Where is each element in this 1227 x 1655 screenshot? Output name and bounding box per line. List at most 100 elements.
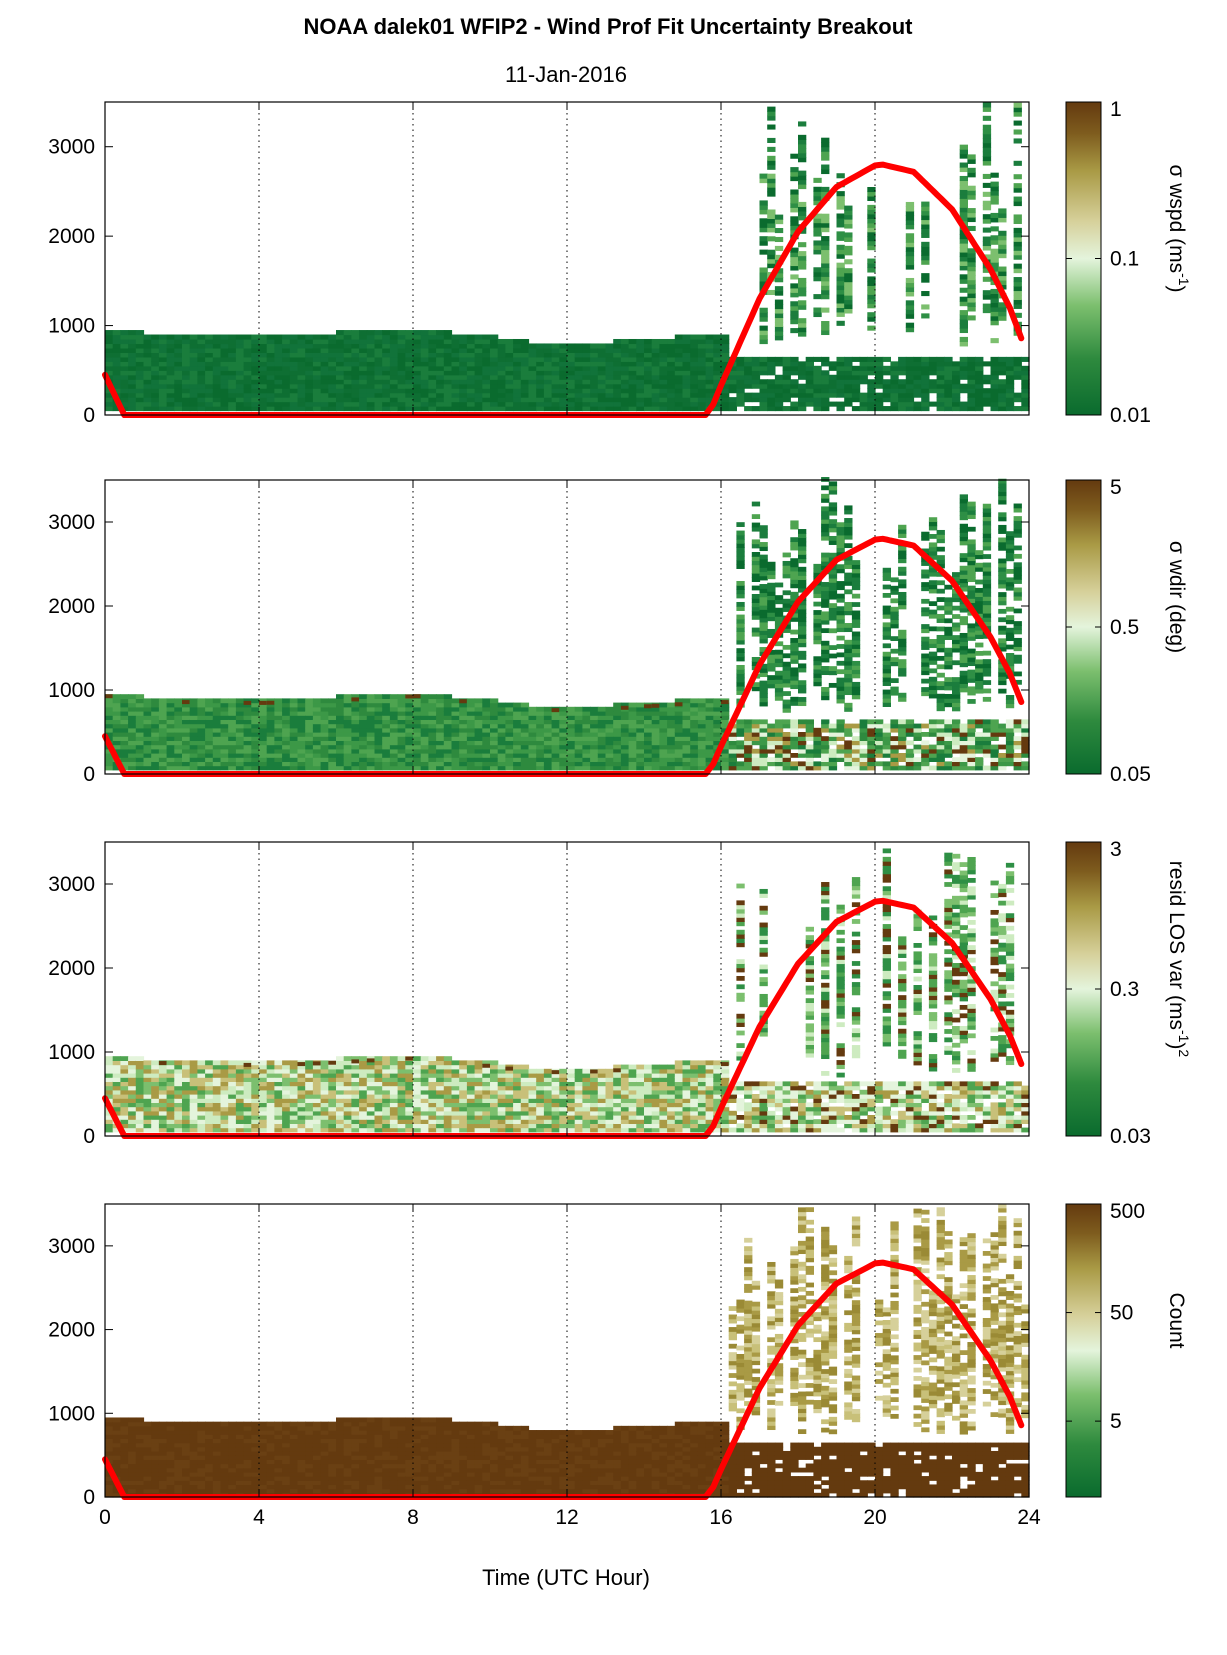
heatmap-cell — [782, 691, 791, 696]
heatmap-cell — [967, 208, 976, 214]
heatmap-cell — [821, 531, 830, 537]
heatmap-cell — [289, 352, 299, 358]
heatmap-cell — [659, 727, 668, 733]
heatmap-cell — [967, 505, 976, 511]
heatmap-cell — [721, 715, 730, 720]
heatmap-cell — [844, 268, 853, 274]
heatmap-cell — [266, 719, 275, 725]
heatmap-cell — [274, 374, 283, 380]
heatmap-cell — [959, 645, 968, 651]
heatmap-cell — [266, 744, 275, 750]
heatmap-cell — [982, 156, 992, 162]
heatmap-cell — [844, 308, 853, 314]
heatmap-cell — [952, 406, 961, 412]
heatmap-cell — [405, 694, 413, 699]
heatmap-cell — [798, 170, 807, 176]
heatmap-cell — [682, 343, 691, 349]
heatmap-cell — [359, 694, 368, 699]
heatmap-cell — [105, 343, 114, 349]
heatmap-cell — [243, 700, 252, 705]
heatmap-cell — [528, 401, 537, 407]
heatmap-cell — [613, 732, 622, 737]
heatmap-cell — [705, 753, 714, 758]
heatmap-cell — [982, 617, 992, 622]
heatmap-cell — [597, 732, 607, 737]
heatmap-cell — [166, 698, 175, 704]
heatmap-cell — [289, 740, 299, 746]
heatmap-cell — [343, 401, 352, 407]
heatmap-cell — [905, 322, 915, 328]
heatmap-cell — [282, 388, 291, 394]
heatmap-cell — [836, 644, 845, 649]
heatmap-cell — [867, 744, 876, 750]
heatmap-cell — [821, 510, 830, 516]
heatmap-cell — [644, 401, 653, 407]
heatmap-cell — [944, 379, 953, 385]
heatmap-cell — [312, 383, 322, 389]
heatmap-cell — [1005, 606, 1015, 612]
heatmap-cell — [921, 531, 930, 537]
heatmap-cell — [928, 383, 938, 389]
heatmap-cell — [767, 370, 776, 376]
heatmap-cell — [851, 392, 861, 398]
heatmap-cell — [828, 552, 838, 558]
heatmap-cell — [975, 397, 984, 403]
heatmap-cell — [713, 761, 722, 767]
heatmap-cell — [597, 343, 607, 349]
heatmap-cell — [289, 732, 299, 737]
heatmap-cell — [359, 727, 368, 733]
heatmap-cell — [975, 361, 984, 367]
heatmap-cell — [428, 356, 437, 362]
heatmap-cell — [497, 361, 506, 367]
heatmap-cell — [767, 612, 776, 617]
heatmap-cell — [928, 681, 938, 686]
heatmap-cell — [936, 643, 945, 649]
heatmap-cell — [844, 681, 853, 687]
heatmap-cell — [890, 379, 899, 385]
heatmap-cell — [336, 383, 345, 389]
heatmap-cell — [944, 702, 953, 708]
heatmap-cell — [975, 566, 984, 572]
heatmap-cell — [751, 374, 761, 380]
heatmap-cell — [459, 334, 468, 340]
heatmap-cell — [320, 744, 329, 750]
heatmap-cell — [105, 1110, 114, 1116]
y-tick-label: 3000 — [48, 511, 95, 534]
heatmap-cell — [690, 338, 699, 345]
heatmap-cell — [898, 596, 907, 601]
heatmap-cell — [836, 370, 845, 376]
heatmap-cell — [728, 761, 737, 767]
heatmap-cell — [967, 217, 976, 223]
heatmap-cell — [844, 765, 853, 771]
heatmap-cell — [513, 740, 522, 746]
heatmap-cell — [975, 642, 984, 648]
heatmap-cell — [798, 370, 807, 376]
heatmap-cell — [782, 670, 791, 675]
heatmap-cell — [928, 388, 938, 394]
heatmap-cell — [143, 748, 152, 754]
heatmap-cell — [197, 383, 206, 389]
heatmap-cell — [413, 765, 422, 771]
heatmap-cell — [890, 598, 899, 604]
heatmap-cell — [690, 723, 699, 729]
heatmap-cell — [952, 727, 961, 733]
heatmap-cell — [543, 765, 553, 771]
heatmap-cell — [297, 702, 306, 708]
heatmap-cell — [713, 723, 722, 729]
heatmap-cell — [128, 715, 137, 720]
heatmap-cell — [867, 280, 876, 286]
heatmap-cell — [728, 732, 737, 737]
heatmap-cell — [212, 719, 222, 725]
heatmap-cell — [759, 204, 768, 210]
heatmap-cell — [659, 765, 668, 771]
heatmap-cell — [813, 401, 822, 407]
heatmap-cell — [1021, 744, 1030, 750]
heatmap-cell — [389, 392, 399, 398]
heatmap-cell — [520, 744, 530, 750]
heatmap-cell — [736, 601, 745, 607]
heatmap-cell — [844, 232, 853, 238]
heatmap-cell — [343, 406, 352, 412]
heatmap-cell — [851, 614, 861, 620]
heatmap-cell — [813, 244, 822, 250]
heatmap-cell — [782, 356, 791, 362]
